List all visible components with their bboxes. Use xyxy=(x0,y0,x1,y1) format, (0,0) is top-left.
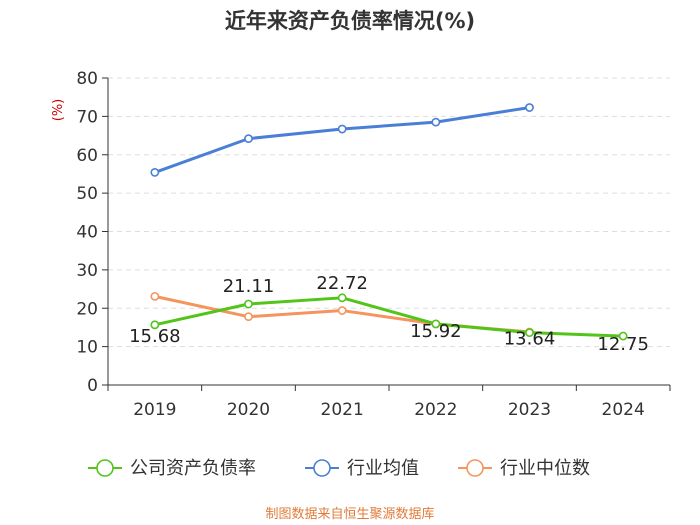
series-0 xyxy=(150,293,628,341)
y-tick-label: 10 xyxy=(76,338,98,358)
grid-lines xyxy=(108,77,670,348)
y-tick-label: 40 xyxy=(76,223,98,243)
data-labels: 15.68 21.11 22.72 15.92 13.64 12.75 xyxy=(129,273,649,355)
data-point xyxy=(337,124,347,134)
x-tick-label: 2020 xyxy=(227,400,270,420)
data-point xyxy=(244,134,253,144)
y-tick-label: 0 xyxy=(87,376,98,396)
data-label: 21.11 xyxy=(223,276,275,297)
data-point xyxy=(150,320,160,330)
axes: 0 10 20 30 40 50 60 70 80 2019 2020 2021 2022 2023 202… xyxy=(76,69,671,420)
y-tick-label: 20 xyxy=(76,299,98,319)
legend-label: 公司资产负债率 xyxy=(130,458,256,479)
x-tick-label: 2021 xyxy=(321,400,364,420)
data-point xyxy=(525,328,534,338)
y-tick-label: 60 xyxy=(76,146,98,166)
data-point xyxy=(431,117,441,127)
data-label: 12.75 xyxy=(597,334,649,355)
legend-label: 行业均值 xyxy=(347,458,419,479)
series-line xyxy=(154,296,624,338)
x-tick-label: 2024 xyxy=(602,400,645,420)
legend-swatch-marker xyxy=(313,459,331,477)
data-point xyxy=(618,331,628,341)
legend-item: 行业均值 xyxy=(305,458,419,479)
data-point xyxy=(150,291,160,301)
legend-swatch-marker xyxy=(466,459,484,477)
y-tick-label: 70 xyxy=(76,107,98,127)
data-label: 15.68 xyxy=(129,326,181,347)
legend-item: 公司资产负债率 xyxy=(88,458,256,479)
data-label: 13.64 xyxy=(504,329,556,350)
data-label: 22.72 xyxy=(316,273,368,294)
series-lines xyxy=(150,103,628,341)
legend-item: 行业中位数 xyxy=(458,458,590,479)
data-point xyxy=(525,103,534,112)
source-note: 制图数据来自恒生聚源数据库 xyxy=(265,506,434,522)
x-tick-label: 2019 xyxy=(133,400,176,420)
chart-title: 近年来资产负债率情况(%) xyxy=(225,9,475,33)
y-tick-label: 50 xyxy=(76,184,98,204)
y-tick-label: 80 xyxy=(76,69,98,89)
data-point xyxy=(337,306,347,315)
x-tick-label: 2023 xyxy=(508,400,551,420)
y-axis-unit: (%) xyxy=(51,99,66,122)
data-label: 15.92 xyxy=(410,321,462,342)
y-tick-label: 30 xyxy=(76,261,98,281)
data-point xyxy=(150,168,160,177)
data-point xyxy=(431,319,441,329)
series-line xyxy=(154,106,530,174)
data-point xyxy=(244,299,253,309)
x-tick-label: 2022 xyxy=(414,400,457,420)
data-point xyxy=(244,312,253,322)
legend-swatch-marker xyxy=(96,459,114,477)
series-1 xyxy=(150,103,534,177)
data-point xyxy=(337,293,347,303)
legend: 公司资产负债率 行业均值 行业中位数 xyxy=(88,458,590,479)
legend-label: 行业中位数 xyxy=(500,458,590,479)
